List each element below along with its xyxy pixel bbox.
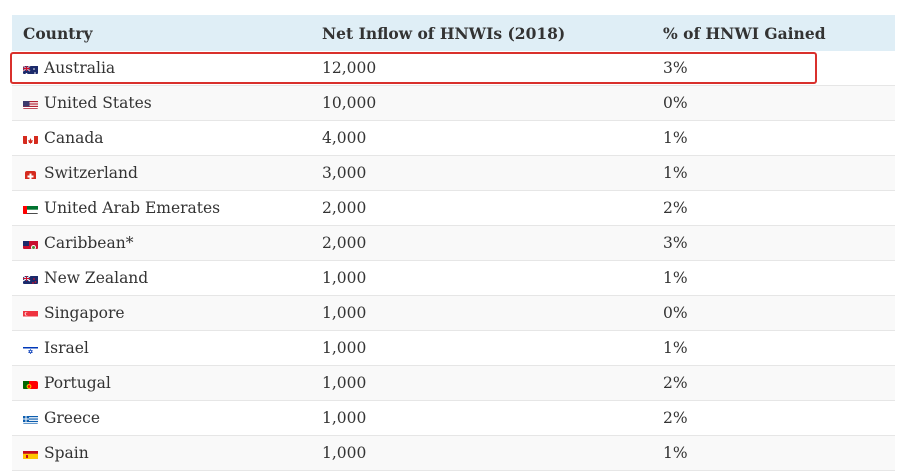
portugal-flag-icon [23, 378, 38, 389]
header-net-inflow: Net Inflow of HNWIs (2018) [322, 23, 566, 43]
percent-gained-cell: 0% [663, 304, 688, 322]
net-inflow-cell: 1,000 [322, 374, 367, 392]
country-cell: Portugal [23, 374, 111, 392]
net-inflow-cell: 1,000 [322, 339, 367, 357]
switzerland-flag-icon [23, 168, 38, 179]
percent-gained-cell: 1% [663, 269, 688, 287]
net-inflow-cell: 1,000 [322, 304, 367, 322]
country-cell: Switzerland [23, 164, 138, 182]
table-row: Spain 1,000 1% [12, 436, 895, 471]
israel-flag-icon [23, 343, 38, 354]
country-cell: United States [23, 94, 152, 112]
country-cell: New Zealand [23, 269, 148, 287]
percent-gained-cell: 1% [663, 129, 688, 147]
singapore-flag-icon [23, 308, 38, 319]
country-cell: Australia [23, 59, 115, 77]
country-name: United States [44, 94, 152, 112]
hnwi-table: Country Net Inflow of HNWIs (2018) % of … [12, 15, 895, 471]
country-cell: United Arab Emerates [23, 199, 220, 217]
country-cell: Israel [23, 339, 89, 357]
country-name: Israel [44, 339, 89, 357]
table-row: United Arab Emerates 2,000 2% [12, 191, 895, 226]
caribbean-flag-icon [23, 238, 38, 249]
country-name: Canada [44, 129, 104, 147]
net-inflow-cell: 12,000 [322, 59, 377, 77]
country-name: Caribbean* [44, 234, 134, 252]
header-country: Country [23, 23, 93, 43]
australia-flag-icon [23, 63, 38, 74]
table-row: Singapore 1,000 0% [12, 296, 895, 331]
net-inflow-cell: 4,000 [322, 129, 367, 147]
net-inflow-cell: 10,000 [322, 94, 377, 112]
country-cell: Spain [23, 444, 89, 462]
uae-flag-icon [23, 203, 38, 214]
country-name: Portugal [44, 374, 111, 392]
country-cell: Canada [23, 129, 104, 147]
country-name: Singapore [44, 304, 125, 322]
country-name: Switzerland [44, 164, 138, 182]
percent-gained-cell: 3% [663, 234, 688, 252]
greece-flag-icon [23, 413, 38, 424]
net-inflow-cell: 1,000 [322, 444, 367, 462]
percent-gained-cell: 2% [663, 199, 688, 217]
country-name: Australia [44, 59, 116, 77]
net-inflow-cell: 1,000 [322, 269, 367, 287]
percent-gained-cell: 2% [663, 409, 688, 427]
country-cell: Caribbean* [23, 234, 133, 252]
country-cell: Singapore [23, 304, 125, 322]
table-row: United States 10,000 0% [12, 86, 895, 121]
net-inflow-cell: 2,000 [322, 234, 367, 252]
table-header: Country Net Inflow of HNWIs (2018) % of … [12, 15, 895, 51]
spain-flag-icon [23, 448, 38, 459]
new-zealand-flag-icon [23, 273, 38, 284]
net-inflow-cell: 3,000 [322, 164, 367, 182]
country-name: Spain [44, 444, 89, 462]
percent-gained-cell: 3% [663, 59, 688, 77]
percent-gained-cell: 1% [663, 339, 688, 357]
country-name: United Arab Emerates [44, 199, 221, 217]
table-row: Australia 12,000 3% [12, 51, 895, 86]
table-row: Canada 4,000 1% [12, 121, 895, 156]
percent-gained-cell: 1% [663, 444, 688, 462]
header-percent-gained: % of HNWI Gained [663, 23, 826, 43]
table-row: Caribbean* 2,000 3% [12, 226, 895, 261]
table-body: Australia 12,000 3% United States 10,000 0% Ca… [12, 51, 895, 471]
table-row: Switzerland 3,000 1% [12, 156, 895, 191]
table-row: Greece 1,000 2% [12, 401, 895, 436]
percent-gained-cell: 2% [663, 374, 688, 392]
country-name: Greece [44, 409, 100, 427]
canada-flag-icon [23, 133, 38, 144]
table-row: Portugal 1,000 2% [12, 366, 895, 401]
net-inflow-cell: 1,000 [322, 409, 367, 427]
net-inflow-cell: 2,000 [322, 199, 367, 217]
percent-gained-cell: 0% [663, 94, 688, 112]
table-row: New Zealand 1,000 1% [12, 261, 895, 296]
country-name: New Zealand [44, 269, 149, 287]
percent-gained-cell: 1% [663, 164, 688, 182]
country-cell: Greece [23, 409, 100, 427]
united-states-flag-icon [23, 98, 38, 109]
table-row: Israel 1,000 1% [12, 331, 895, 366]
